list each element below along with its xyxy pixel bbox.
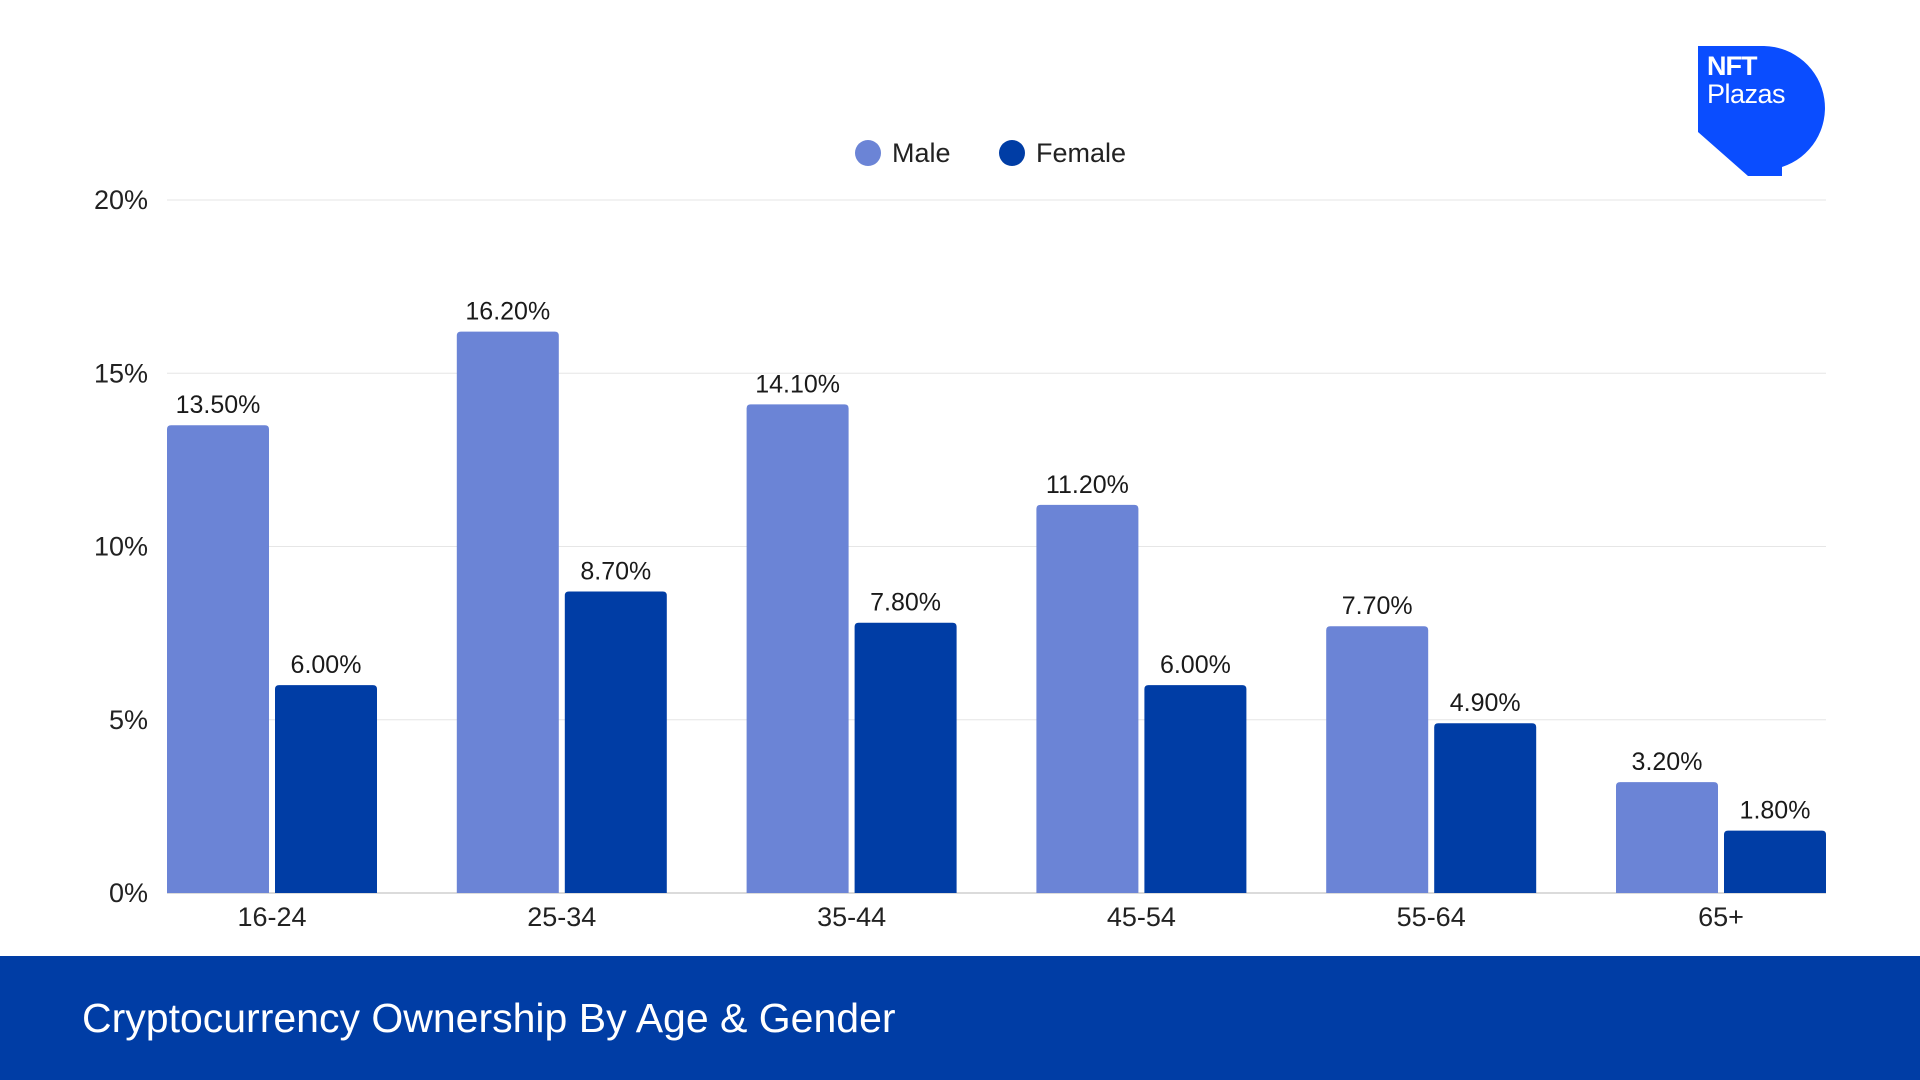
logo-line2: Plazas bbox=[1707, 79, 1786, 109]
y-tick-label: 20% bbox=[94, 185, 148, 215]
data-label-female-45-54: 6.00% bbox=[1160, 651, 1231, 679]
bars bbox=[167, 331, 1826, 893]
bar-male-16-24 bbox=[167, 425, 269, 893]
bar-male-25-34 bbox=[456, 331, 559, 893]
bar-female-35-44 bbox=[854, 622, 957, 893]
data-label-male-45-54: 11.20% bbox=[1046, 471, 1129, 499]
data-label-female-55-64: 4.90% bbox=[1450, 689, 1521, 717]
data-label-male-35-44: 14.10% bbox=[755, 370, 840, 398]
y-tick-label: 10% bbox=[94, 532, 148, 562]
bar-female-25-34 bbox=[564, 591, 667, 893]
data-label-male-55-64: 7.70% bbox=[1342, 592, 1413, 620]
data-label-male-25-34: 16.20% bbox=[465, 298, 550, 326]
bar-male-65+ bbox=[1616, 782, 1718, 893]
legend-swatch-male bbox=[855, 140, 881, 166]
footer-bar: Cryptocurrency Ownership By Age & Gender bbox=[0, 956, 1920, 1080]
x-tick-label: 45-54 bbox=[1107, 902, 1176, 932]
chart-title: Cryptocurrency Ownership By Age & Gender bbox=[82, 995, 896, 1041]
data-label-female-25-34: 8.70% bbox=[580, 558, 651, 586]
bar-female-16-24 bbox=[275, 685, 377, 893]
y-tick-label: 15% bbox=[94, 358, 148, 388]
logo-line1: NFT bbox=[1707, 51, 1757, 81]
x-tick-label: 55-64 bbox=[1397, 902, 1466, 932]
x-tick-label: 65+ bbox=[1698, 902, 1744, 932]
logo-text: NFT Plazas bbox=[1707, 51, 1786, 109]
data-label-female-35-44: 7.80% bbox=[870, 589, 941, 617]
x-tick-label: 35-44 bbox=[817, 902, 886, 932]
legend-swatch-female bbox=[999, 140, 1025, 166]
bar-male-45-54 bbox=[1036, 504, 1139, 893]
y-tick-label: 0% bbox=[109, 878, 148, 908]
data-labels: 13.50% 6.00% 16.20% 8.70% 14.10% 7.80% 11.20% 6… bbox=[176, 298, 1811, 825]
legend: Male Female bbox=[855, 138, 1126, 168]
data-label-female-16-24: 6.00% bbox=[291, 651, 362, 679]
data-label-female-65+: 1.80% bbox=[1740, 797, 1811, 825]
data-label-male-65+: 3.20% bbox=[1632, 748, 1703, 776]
gridlines bbox=[167, 199, 1826, 894]
bar-female-55-64 bbox=[1434, 723, 1537, 893]
y-tick-label: 5% bbox=[109, 705, 148, 735]
bar-chart: 0% 5% 10% 15% 20% 13.50% 6.00% 16.20% 8.70% 14.1… bbox=[94, 138, 1826, 932]
x-tick-label: 16-24 bbox=[237, 902, 306, 932]
y-axis-ticks: 0% 5% 10% 15% 20% bbox=[94, 185, 148, 908]
bar-female-65+ bbox=[1724, 830, 1826, 893]
bar-female-45-54 bbox=[1144, 685, 1247, 893]
legend-label-male: Male bbox=[892, 138, 951, 168]
bar-male-55-64 bbox=[1326, 626, 1429, 893]
legend-label-female: Female bbox=[1036, 138, 1126, 168]
x-tick-label: 25-34 bbox=[527, 902, 596, 932]
x-axis-ticks: 16-24 25-34 35-44 45-54 55-64 65+ bbox=[237, 902, 1743, 932]
bar-male-35-44 bbox=[746, 404, 849, 893]
data-label-male-16-24: 13.50% bbox=[176, 391, 261, 419]
nft-plazas-logo bbox=[1698, 46, 1825, 176]
